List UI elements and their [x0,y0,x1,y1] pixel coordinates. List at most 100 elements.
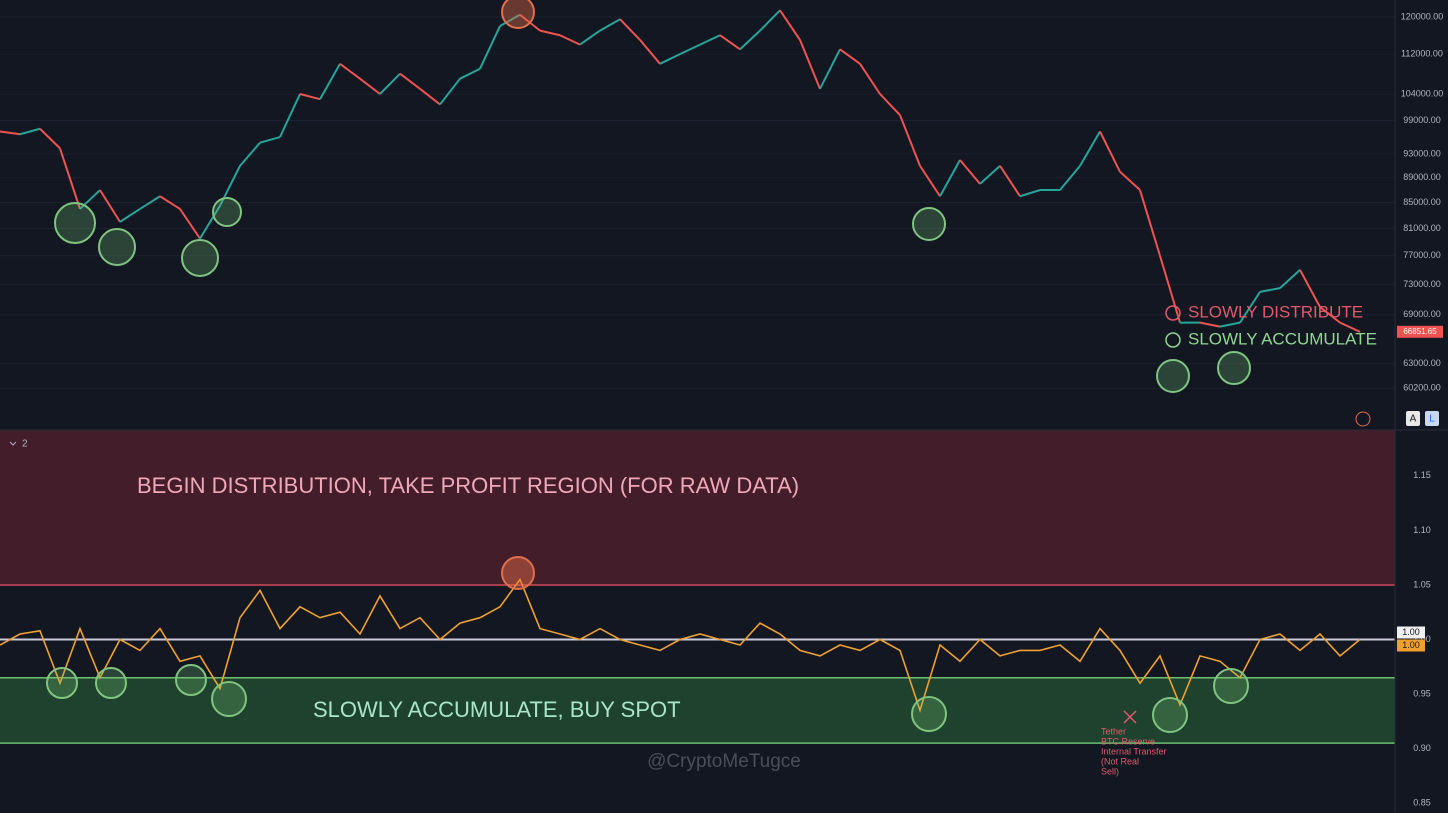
y-tick-label: 104000.00 [1401,88,1444,98]
axis-tag [1397,639,1425,652]
price-segment [859,63,881,95]
price-segment [459,67,481,80]
price-segment [479,25,501,70]
y-tick-label: 81000.00 [1403,223,1441,233]
price-segment [1279,269,1301,289]
button[interactable] [1406,411,1420,426]
price-segment [419,88,441,106]
pane-number: 2 [22,439,28,450]
price-segment [1219,321,1241,328]
y-tick-label: 77000.00 [1403,250,1441,260]
y-tick-label: 60200.00 [1403,383,1441,393]
y-tick-label: 1.10 [1413,525,1431,535]
marker [1152,697,1188,733]
price-segment [199,205,221,240]
legend-label: SLOWLY DISTRIBUTE [1188,302,1363,321]
marker [501,556,535,590]
price-segment [359,77,381,95]
collapse-icon[interactable] [9,441,17,446]
button-label[interactable]: L [1429,414,1435,425]
price-segment [1239,291,1261,324]
price-segment [399,72,421,90]
marker [211,681,247,717]
zone-label: SLOWLY ACCUMULATE, BUY SPOT [313,697,681,722]
price-segment [959,159,981,185]
marker [1217,351,1251,385]
price-segment [1059,165,1081,191]
price-segment [1139,189,1161,257]
price-segment [99,189,121,223]
indicator-line [0,577,1361,714]
price-segment [439,78,461,106]
price-segment [679,43,701,56]
marker [912,207,946,241]
price-segment [1339,321,1361,333]
marks-layer: 66851.65 SLOWLY DISTRIBUTE SLOWLY ACCUMULA… [0,9,1443,776]
note: Tether [1101,726,1126,736]
button[interactable] [1425,411,1439,426]
price-segment [659,53,681,65]
note: (Not Real [1101,756,1139,766]
price-segment [1199,321,1221,328]
marker [212,197,242,227]
marker [175,664,207,696]
price-segment [339,63,361,80]
marker [98,228,136,266]
marker [1213,668,1249,704]
note-cross [1123,710,1137,724]
annotations [46,0,1251,733]
price-segment [1319,306,1341,324]
price-segment [0,130,21,136]
y-tick-label: 1.15 [1413,470,1431,480]
y-tick-label: 99000.00 [1403,115,1441,125]
price-segment [499,13,521,27]
marker [501,0,535,29]
price-segment [379,72,401,95]
distribution-zone [0,430,1395,585]
price-segment [779,9,801,41]
axis-tag [1397,626,1425,639]
price-segment [1119,171,1141,191]
price-segment [999,165,1021,197]
axis-tag-label: 1.00 [1402,640,1420,650]
price-segment [1079,130,1101,167]
price-segment [319,63,341,100]
marker [1156,359,1190,393]
accumulation-zone [0,677,1395,744]
note: Internal Transfer [1101,746,1167,756]
price-segment [879,93,901,116]
help-icon[interactable] [1355,411,1371,427]
price-segment [159,195,181,210]
y-tick-label: 85000.00 [1403,197,1441,207]
price-segment [59,148,81,210]
marker [911,696,947,732]
y-tick-label: 73000.00 [1403,279,1441,289]
price-segment [279,93,301,138]
legend-marker [1165,332,1181,348]
under-layer: 120000.00 112000.00 104000.00 99000.00 93000… [0,11,1444,808]
price-tag-label: 66851.65 [1403,327,1437,336]
price-segment [1019,189,1041,198]
price-segment [299,93,321,101]
price-segment [839,48,861,65]
y-tick-label: 69000.00 [1403,309,1441,319]
note: Sell) [1101,766,1119,776]
price-segment [759,9,781,32]
legend-marker [1165,305,1181,321]
price-segment [619,18,641,41]
y-tick-label: 120000.00 [1401,11,1444,21]
price-segment [239,142,261,167]
button-label[interactable]: A [1410,414,1417,425]
y-tick-label: 89000.00 [1403,172,1441,182]
y-tick-label: 1.05 [1413,579,1431,589]
price-segment [979,165,1001,185]
marker [46,667,78,699]
price-segment [1259,287,1281,293]
price-segment [39,128,61,150]
price-segment [819,48,841,90]
zone-label: BEGIN DISTRIBUTION, TAKE PROFIT REGION (… [137,473,799,498]
price-segment [599,18,621,32]
price-segment [699,34,721,46]
y-tick-label: 63000.00 [1403,358,1441,368]
price-segment [179,208,201,240]
